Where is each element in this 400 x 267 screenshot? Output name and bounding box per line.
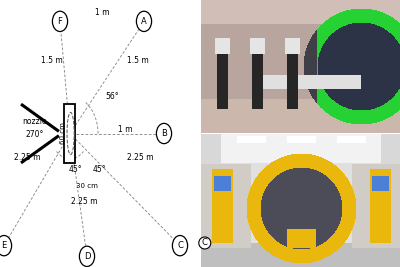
Circle shape: [172, 235, 188, 256]
Text: D: D: [84, 252, 90, 261]
Circle shape: [79, 246, 94, 266]
Text: 270°: 270°: [26, 130, 44, 139]
Text: B: B: [161, 129, 167, 138]
Text: 56°: 56°: [105, 92, 119, 101]
Text: 1.5 m: 1.5 m: [127, 56, 149, 65]
Circle shape: [0, 235, 12, 256]
Text: 1.5 m: 1.5 m: [41, 56, 63, 65]
Circle shape: [136, 11, 152, 32]
Circle shape: [156, 123, 172, 144]
Text: A: A: [141, 17, 147, 26]
Text: nozzle: nozzle: [23, 117, 47, 126]
Text: 1 m: 1 m: [118, 125, 132, 134]
Bar: [64, 104, 76, 163]
Text: C: C: [202, 238, 208, 248]
Text: E: E: [1, 241, 7, 250]
Text: 60 cm: 60 cm: [60, 123, 66, 144]
Text: 2.25 m: 2.25 m: [127, 153, 153, 162]
Text: 45°: 45°: [92, 165, 106, 174]
Circle shape: [52, 11, 68, 32]
Text: 45°: 45°: [68, 165, 82, 174]
Text: 30 cm: 30 cm: [76, 183, 98, 189]
Text: 1 m: 1 m: [95, 7, 109, 17]
Text: 2.25 m: 2.25 m: [71, 197, 97, 206]
Text: F: F: [58, 17, 62, 26]
Ellipse shape: [67, 112, 74, 155]
Text: 2.25 m: 2.25 m: [14, 153, 40, 162]
Text: C: C: [177, 241, 183, 250]
